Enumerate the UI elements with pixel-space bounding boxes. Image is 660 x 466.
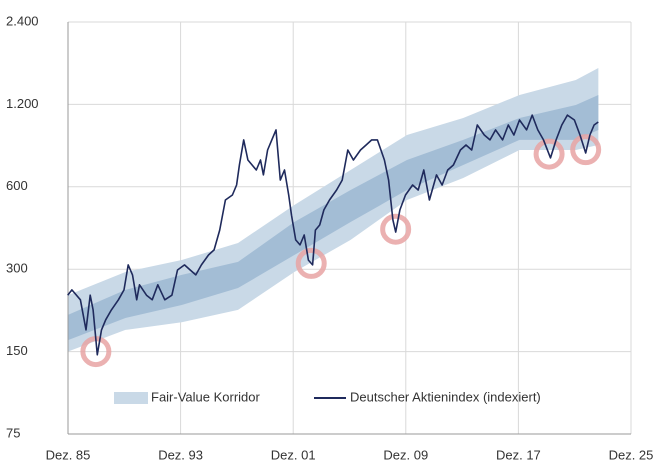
y-tick-label: 600 (6, 178, 28, 193)
y-tick-label: 2.400 (6, 13, 39, 28)
y-tick-label: 150 (6, 343, 28, 358)
highlight-circle (380, 213, 412, 245)
legend-label: Fair-Value Korridor (151, 389, 261, 404)
y-tick-label: 1.200 (6, 96, 39, 111)
highlight-circle (570, 134, 602, 166)
x-tick-label: Dez. 17 (496, 447, 541, 462)
corridor-inner (67, 94, 599, 341)
highlight-circle (533, 138, 565, 170)
x-tick-label: Dez. 93 (158, 447, 203, 462)
x-tick-label: Dez. 09 (383, 447, 428, 462)
index-line (67, 114, 599, 356)
x-tick-label: Dez. 25 (609, 447, 654, 462)
y-tick-label: 75 (6, 425, 20, 440)
legend-label: Deutscher Aktienindex (indexiert) (350, 389, 541, 404)
highlight-circle (295, 247, 327, 279)
legend-swatch (114, 392, 148, 404)
x-tick-label: Dez. 01 (271, 447, 316, 462)
y-tick-label: 300 (6, 261, 28, 276)
x-tick-label: Dez. 85 (46, 447, 91, 462)
